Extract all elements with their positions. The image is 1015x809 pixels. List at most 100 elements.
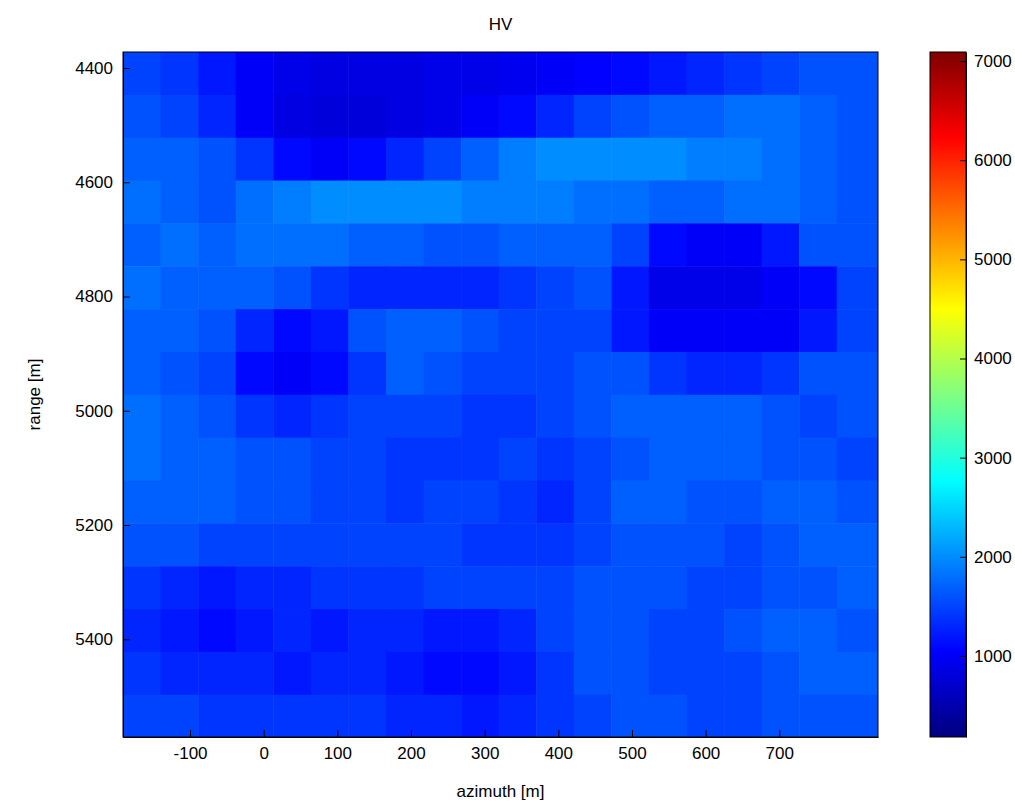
cell: [161, 438, 199, 481]
cell: [161, 95, 199, 138]
cell: [198, 352, 236, 395]
cell: [461, 266, 499, 309]
cell: [611, 52, 649, 95]
axis-line: [966, 53, 967, 738]
cell: [198, 52, 236, 95]
cell: [536, 395, 574, 438]
cell: [311, 395, 349, 438]
cell: [574, 52, 612, 95]
cell: [236, 95, 274, 138]
cell: [198, 480, 236, 523]
cell: [499, 223, 537, 266]
tick-mark: [123, 411, 130, 412]
cell: [198, 652, 236, 695]
tick: 3000: [960, 449, 1012, 468]
cell: [348, 309, 386, 352]
cell: [386, 138, 424, 181]
cell: [574, 695, 612, 737]
cell: [198, 395, 236, 438]
cell: [123, 138, 161, 181]
cell: [762, 395, 800, 438]
cell: [499, 566, 537, 609]
tick-mark: [960, 160, 966, 161]
cell: [499, 395, 537, 438]
cell: [686, 223, 724, 266]
cell: [461, 352, 499, 395]
cell: [499, 523, 537, 566]
cell: [236, 566, 274, 609]
tick-label: 0: [259, 744, 268, 763]
cell: [686, 138, 724, 181]
tick: 5200: [75, 516, 130, 535]
cell: [311, 652, 349, 695]
tick-label: 700: [766, 744, 794, 763]
cell: [649, 266, 687, 309]
cell: [161, 181, 199, 224]
cell: [161, 652, 199, 695]
cell: [611, 95, 649, 138]
cell: [837, 95, 878, 138]
cell: [499, 695, 537, 737]
cell: [536, 95, 574, 138]
cell: [799, 52, 837, 95]
cell: [461, 566, 499, 609]
cell: [799, 95, 837, 138]
cell: [611, 309, 649, 352]
cell: [386, 223, 424, 266]
cell: [461, 309, 499, 352]
cell: [724, 395, 762, 438]
cell: [536, 566, 574, 609]
cell: [386, 652, 424, 695]
cell: [799, 438, 837, 481]
cell: [386, 695, 424, 737]
cell: [837, 138, 878, 181]
tick: 5000: [960, 250, 1012, 269]
cell: [574, 181, 612, 224]
cell: [311, 609, 349, 652]
cell: [198, 138, 236, 181]
tick: 0: [259, 730, 268, 763]
cell: [724, 695, 762, 737]
cell: [762, 223, 800, 266]
cell: [574, 609, 612, 652]
cell: [236, 523, 274, 566]
tick-mark: [706, 730, 707, 737]
cell: [799, 652, 837, 695]
cell: [762, 480, 800, 523]
cell: [536, 695, 574, 737]
cell: [649, 181, 687, 224]
cell: [686, 695, 724, 737]
cell: [837, 352, 878, 395]
cell: [649, 52, 687, 95]
tick-mark: [960, 557, 966, 558]
cell: [424, 95, 462, 138]
cell: [386, 480, 424, 523]
cell: [236, 480, 274, 523]
cell: [724, 652, 762, 695]
cell: [762, 181, 800, 224]
cell: [649, 523, 687, 566]
plot-frame: [123, 52, 878, 737]
cell: [123, 223, 161, 266]
cell: [273, 52, 311, 95]
tick: 4800: [75, 287, 130, 306]
cell: [386, 438, 424, 481]
cell: [724, 566, 762, 609]
cell: [837, 266, 878, 309]
cell: [649, 309, 687, 352]
cell: [724, 609, 762, 652]
tick-label: 2000: [974, 548, 1012, 567]
y-axis: 440046004800500052005400: [75, 53, 130, 738]
cell: [611, 438, 649, 481]
cell: [273, 309, 311, 352]
tick-label: 4800: [75, 287, 113, 306]
cell: [686, 395, 724, 438]
cell: [123, 266, 161, 309]
tick-label: 4600: [75, 173, 113, 192]
cell: [461, 480, 499, 523]
cell: [837, 609, 878, 652]
tick-label: 200: [397, 744, 425, 763]
cell: [236, 223, 274, 266]
cell: [386, 566, 424, 609]
tick-label: 5400: [75, 630, 113, 649]
